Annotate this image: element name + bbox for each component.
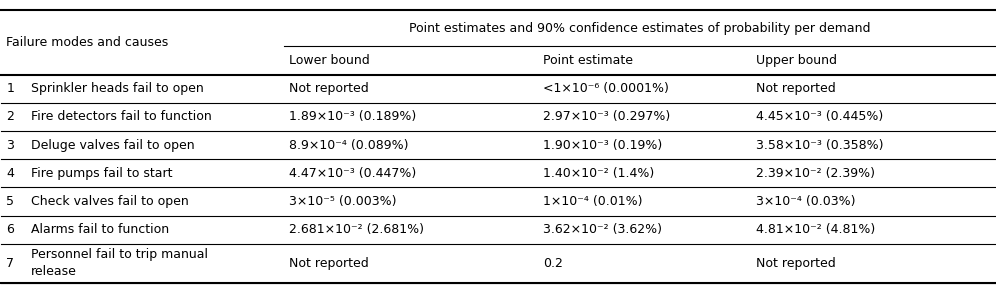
Text: 0.2: 0.2 <box>543 257 563 270</box>
Text: 5: 5 <box>6 195 14 208</box>
Text: 4.45×10⁻³ (0.445%): 4.45×10⁻³ (0.445%) <box>756 110 883 123</box>
Text: 1.40×10⁻² (1.4%): 1.40×10⁻² (1.4%) <box>543 167 654 180</box>
Text: 8.9×10⁻⁴ (0.089%): 8.9×10⁻⁴ (0.089%) <box>290 139 409 152</box>
Text: Not reported: Not reported <box>290 257 370 270</box>
Text: Upper bound: Upper bound <box>756 54 838 67</box>
Text: 1.90×10⁻³ (0.19%): 1.90×10⁻³ (0.19%) <box>543 139 662 152</box>
Text: 1.89×10⁻³ (0.189%): 1.89×10⁻³ (0.189%) <box>290 110 416 123</box>
Text: 2: 2 <box>6 110 14 123</box>
Text: Sprinkler heads fail to open: Sprinkler heads fail to open <box>31 82 204 95</box>
Text: 3: 3 <box>6 139 14 152</box>
Text: 3.62×10⁻² (3.62%): 3.62×10⁻² (3.62%) <box>543 223 661 236</box>
Text: Not reported: Not reported <box>756 82 836 95</box>
Text: 6: 6 <box>6 223 14 236</box>
Text: 4.81×10⁻² (4.81%): 4.81×10⁻² (4.81%) <box>756 223 875 236</box>
Text: Not reported: Not reported <box>756 257 836 270</box>
Text: Check valves fail to open: Check valves fail to open <box>31 195 189 208</box>
Text: 7: 7 <box>6 257 14 270</box>
Text: Personnel fail to trip manual: Personnel fail to trip manual <box>31 248 208 261</box>
Text: Point estimate: Point estimate <box>543 54 632 67</box>
Text: 2.39×10⁻² (2.39%): 2.39×10⁻² (2.39%) <box>756 167 875 180</box>
Text: 2.681×10⁻² (2.681%): 2.681×10⁻² (2.681%) <box>290 223 424 236</box>
Text: Lower bound: Lower bound <box>290 54 371 67</box>
Text: <1×10⁻⁶ (0.0001%): <1×10⁻⁶ (0.0001%) <box>543 82 668 95</box>
Text: Not reported: Not reported <box>290 82 370 95</box>
Text: 3×10⁻⁴ (0.03%): 3×10⁻⁴ (0.03%) <box>756 195 856 208</box>
Text: Failure modes and causes: Failure modes and causes <box>6 36 168 49</box>
Text: Point estimates and 90% confidence estimates of probability per demand: Point estimates and 90% confidence estim… <box>408 22 871 35</box>
Text: 1×10⁻⁴ (0.01%): 1×10⁻⁴ (0.01%) <box>543 195 642 208</box>
Text: 3.58×10⁻³ (0.358%): 3.58×10⁻³ (0.358%) <box>756 139 883 152</box>
Text: Alarms fail to function: Alarms fail to function <box>31 223 169 236</box>
Text: 1: 1 <box>6 82 14 95</box>
Text: 4.47×10⁻³ (0.447%): 4.47×10⁻³ (0.447%) <box>290 167 416 180</box>
Text: 3×10⁻⁵ (0.003%): 3×10⁻⁵ (0.003%) <box>290 195 397 208</box>
Text: Deluge valves fail to open: Deluge valves fail to open <box>31 139 195 152</box>
Text: 4: 4 <box>6 167 14 180</box>
Text: release: release <box>31 265 77 278</box>
Text: 2.97×10⁻³ (0.297%): 2.97×10⁻³ (0.297%) <box>543 110 670 123</box>
Text: Fire detectors fail to function: Fire detectors fail to function <box>31 110 212 123</box>
Text: Fire pumps fail to start: Fire pumps fail to start <box>31 167 172 180</box>
